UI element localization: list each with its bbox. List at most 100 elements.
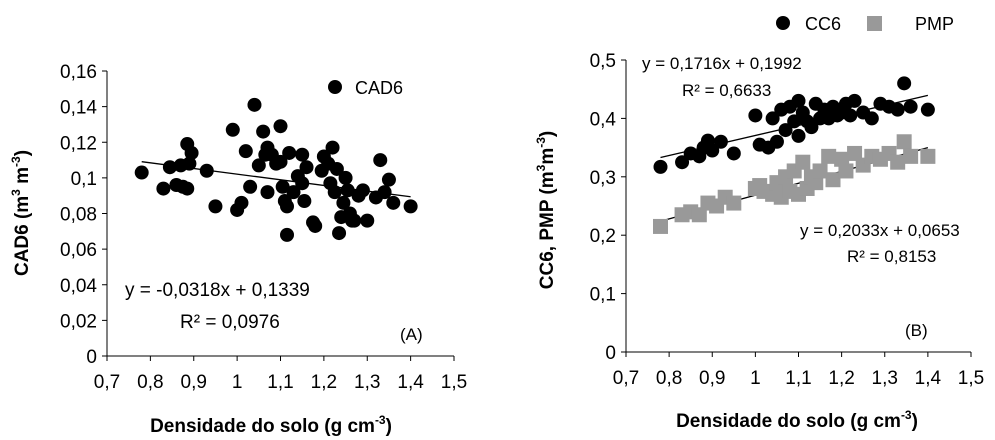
chart-b-x-tick-label: 1,1: [785, 368, 811, 389]
chart-a-y-tick-label: 0,1: [71, 169, 97, 190]
chart-a-point-cad6: [199, 163, 214, 178]
chart-b-point-cc6: [843, 108, 858, 123]
chart-a-point-cad6: [162, 160, 177, 175]
chart-a-y-axis-title-end: ): [12, 150, 33, 156]
chart-a-point-cad6: [299, 160, 314, 175]
chart-a-point-cad6: [280, 199, 295, 214]
chart-b-point-cc6: [765, 111, 780, 126]
chart-a-x-axis-title-main: Densidade do solo (g cm: [150, 416, 375, 437]
chart-b-point-cc6: [920, 102, 935, 117]
chart-a-point-cad6: [282, 145, 297, 160]
chart-a-equation: y = -0,0318x + 0,1339: [125, 280, 310, 301]
chart-a-x-tick-label: 1,2: [311, 372, 337, 393]
legend-label-pmp: PMP: [915, 14, 954, 34]
chart-b-point-cc6: [897, 76, 912, 91]
chart-a-point-cad6: [403, 199, 418, 214]
chart-a-point-cad6: [208, 199, 223, 214]
chart-a-point-cad6: [373, 153, 388, 168]
chart-a-point-cad6: [251, 158, 266, 173]
chart-b-y-ticks: 0 0,1 0,2 0,3 0,4 0,5: [590, 51, 626, 364]
chart-a-point-cad6: [243, 179, 258, 194]
chart-b-point-pmp: [890, 154, 906, 170]
chart-a-point-cad6: [338, 170, 353, 185]
chart-b-x-tick-label: 1,5: [958, 368, 984, 389]
chart-a-y-tick-label: 0,08: [60, 205, 97, 226]
chart-b-point-pmp: [653, 218, 668, 234]
chart-b-point-pmp: [834, 151, 850, 167]
chart-a-y-tick-label: 0,02: [60, 311, 97, 332]
chart-b-cc6-equation: y = 0,1716x + 0,1992: [642, 54, 802, 73]
chart-a-y-axis-title-sup1: 3: [9, 189, 23, 196]
chart-b-y-tick-label: 0,4: [590, 109, 617, 130]
chart-b-point-pmp: [808, 175, 824, 191]
chart-b-point-cc6: [726, 146, 741, 161]
chart-b-x-tick-label: 0,7: [613, 368, 639, 389]
chart-b-point-pmp: [812, 163, 828, 179]
chart-a-x-tick-label: 0,8: [137, 372, 163, 393]
chart-a-point-cad6: [347, 213, 362, 228]
chart-a-y-ticks: 0 0,02 0,04 0,06 0,08 0,1 0,12 0,14 0,16: [60, 62, 107, 368]
chart-a-point-cad6: [273, 119, 288, 134]
chart-b-y-tick-label: 0,5: [590, 51, 616, 72]
chart-a-x-tick-label: 1,1: [267, 372, 293, 393]
chart-b-point-cc6: [748, 108, 763, 123]
legend-marker-cad6: [328, 80, 342, 94]
legend-label-cad6: CAD6: [355, 78, 403, 98]
chart-b-point-cc6: [791, 93, 806, 108]
chart-b-point-pmp: [847, 145, 863, 161]
chart-a-y-tick-label: 0,12: [60, 133, 97, 154]
chart-a-point-cad6: [325, 140, 340, 155]
chart-a-point-cad6: [156, 181, 171, 196]
chart-b-x-axis-title: Densidade do solo (g cm-3): [676, 408, 918, 432]
chart-a-x-tick-label: 0,9: [181, 372, 207, 393]
legend-label-cc6: CC6: [805, 14, 841, 34]
chart-b-y-axis-title-sup2: -3: [534, 137, 548, 148]
chart-b-y-axis-title-end: ): [537, 131, 558, 137]
chart-b-y-tick-label: 0,1: [590, 285, 616, 306]
chart-a-x-axis-title-end: ): [386, 416, 392, 437]
chart-a-x-axis-title: Densidade do solo (g cm-3): [150, 413, 392, 437]
chart-b-y-tick-label: 0: [605, 343, 616, 364]
chart-a-point-cad6: [329, 161, 344, 176]
chart-b-y-axis-title-main: CC6, PMP (m: [537, 171, 558, 289]
chart-a: 00,020,040,060,080,10,120,140,16 0,7 0,8 0…: [9, 62, 467, 437]
chart-b-x-axis-title-main: Densidade do solo (g cm: [676, 411, 901, 432]
chart-b-y-tick-label: 0,2: [590, 226, 616, 247]
chart-b-cc6-r2: R² = 0,6633: [682, 81, 771, 100]
chart-a-y-tick-label: 0,16: [60, 62, 97, 83]
chart-b-point-pmp: [838, 163, 854, 179]
chart-b-x-tick-label: 1: [750, 368, 761, 389]
chart-a-point-cad6: [327, 185, 342, 200]
chart-a-y-axis-title-sup2: -3: [9, 156, 23, 167]
chart-a-point-cad6: [280, 227, 295, 242]
chart-b-points-pmp: [653, 134, 936, 234]
chart-b-point-pmp: [920, 148, 936, 164]
chart-b-point-pmp: [825, 172, 841, 188]
chart-a-point-cad6: [238, 144, 253, 159]
chart-a-point-cad6: [360, 213, 375, 228]
chart-a-point-cad6: [286, 185, 301, 200]
chart-b-point-cc6: [675, 155, 690, 170]
chart-a-points: [134, 97, 418, 242]
chart-b-y-axis-title-mid: m: [537, 148, 558, 165]
chart-a-point-cad6: [182, 156, 197, 171]
chart-b-point-cc6: [769, 134, 784, 149]
chart-b-point-pmp: [903, 148, 919, 164]
chart-a-point-cad6: [225, 122, 240, 137]
chart-a-point-cad6: [134, 165, 149, 180]
chart-b-point-pmp: [726, 195, 742, 211]
chart-a-point-cad6: [275, 179, 290, 194]
chart-b-point-cc6: [847, 93, 862, 108]
chart-a-x-tick-label: 1,3: [354, 372, 380, 393]
chart-b-x-ticks: 0,7 0,8 0,9 1 1,1 1,2 1,3 1,4 1,5: [613, 352, 984, 389]
chart-a-point-cad6: [381, 172, 396, 187]
chart-b-point-cc6: [787, 114, 802, 129]
chart-a-y-axis-title-mid: m: [12, 167, 33, 189]
chart-b-points-cc6: [653, 76, 935, 174]
chart-b-y-tick-label: 0,3: [590, 168, 616, 189]
chart-b-point-pmp: [896, 134, 912, 150]
legend-marker-cc6: [776, 16, 790, 30]
chart-a-r2: R² = 0,0976: [180, 312, 280, 333]
chart-b-x-axis-title-sup: -3: [901, 408, 912, 422]
